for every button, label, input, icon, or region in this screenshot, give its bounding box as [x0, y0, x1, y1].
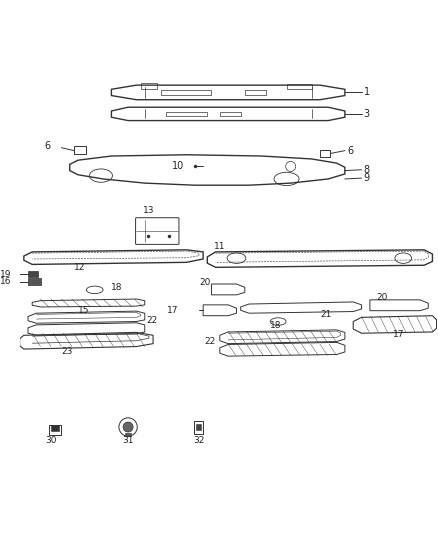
Text: 1: 1	[364, 87, 370, 97]
Circle shape	[123, 422, 133, 432]
Bar	[49, 425, 61, 435]
Bar	[162, 90, 212, 95]
Text: 17: 17	[393, 330, 404, 340]
Text: 30: 30	[45, 437, 57, 445]
Bar	[125, 433, 131, 436]
Bar	[196, 424, 201, 430]
Bar	[51, 425, 59, 431]
Text: 8: 8	[364, 165, 370, 175]
Text: 3: 3	[364, 109, 370, 119]
Bar	[286, 84, 311, 90]
Text: 22: 22	[205, 337, 215, 346]
Text: 10: 10	[172, 161, 184, 172]
Bar	[74, 146, 86, 154]
Bar	[141, 83, 157, 90]
Text: 12: 12	[74, 263, 85, 272]
Text: 21: 21	[320, 310, 331, 319]
Bar	[220, 112, 240, 116]
Text: 18: 18	[111, 283, 123, 292]
Text: 17: 17	[166, 306, 178, 315]
Text: 19: 19	[0, 270, 11, 279]
Text: 6: 6	[347, 146, 353, 156]
Text: 15: 15	[78, 306, 89, 315]
Text: 16: 16	[0, 277, 11, 286]
Bar	[194, 421, 203, 434]
Text: 13: 13	[143, 206, 154, 215]
Text: 22: 22	[147, 316, 158, 325]
Text: 9: 9	[364, 173, 370, 183]
Bar	[245, 90, 266, 95]
Bar	[28, 271, 39, 277]
Text: 11: 11	[214, 242, 225, 251]
Text: 18: 18	[270, 321, 281, 330]
Text: 20: 20	[376, 293, 388, 302]
Text: 20: 20	[200, 278, 211, 287]
Bar	[320, 150, 330, 157]
Bar	[166, 112, 207, 116]
Text: 32: 32	[193, 437, 204, 445]
Text: 6: 6	[45, 141, 51, 151]
Bar	[28, 278, 41, 285]
Text: 23: 23	[61, 348, 73, 357]
Text: 31: 31	[122, 437, 134, 445]
